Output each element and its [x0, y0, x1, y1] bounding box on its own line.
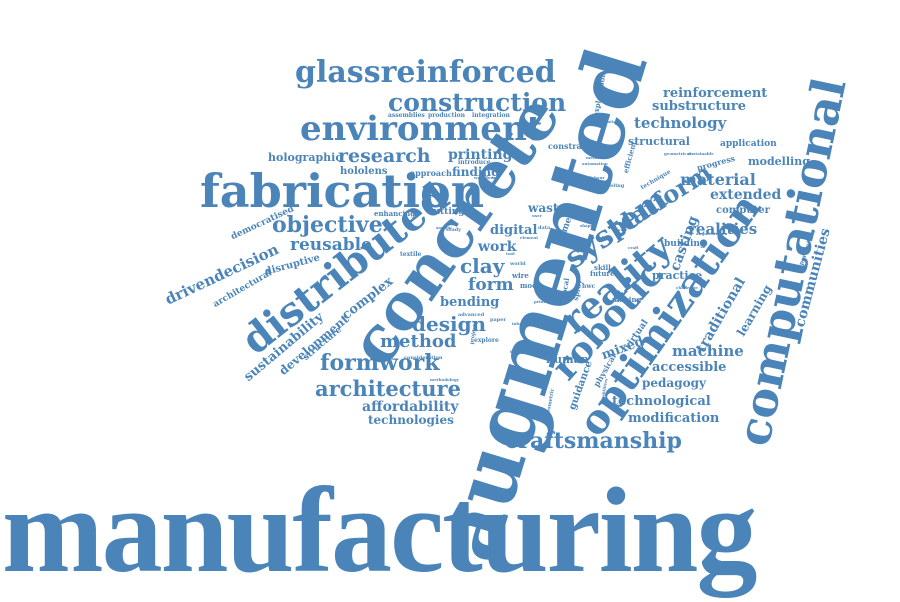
word-formwork: formwork	[320, 350, 440, 376]
word-modification: modification	[628, 411, 720, 426]
word-craftsmanship: craftsmanship	[505, 428, 682, 454]
word-form: form	[468, 275, 514, 295]
word-metaverse: metaverse	[586, 155, 609, 160]
word-architecture: architecture	[315, 376, 461, 401]
word-study: study	[446, 227, 462, 233]
word-designer: designer	[510, 349, 535, 355]
word-application: application	[720, 139, 777, 149]
word-sustainable: sustainable	[688, 151, 714, 156]
word-practice: practice	[652, 269, 703, 282]
word-environment: environment	[300, 109, 543, 149]
word-human: human	[546, 353, 589, 366]
word-textile: textile	[400, 251, 422, 258]
word-extended: extended	[710, 187, 782, 203]
word-lab: lab	[546, 261, 553, 266]
word-world: world	[510, 261, 526, 267]
word-augmentation: augmentation	[696, 231, 728, 236]
word-building: building	[664, 239, 707, 249]
word-technological: technological	[612, 394, 711, 409]
word-pedagogy: pedagogy	[642, 376, 706, 390]
word-technology: technology	[634, 114, 727, 132]
word-affordability: affordability	[362, 399, 459, 415]
word-hwc: hwc	[582, 283, 596, 290]
word-finding: finding	[452, 165, 500, 179]
word-holographic: holographic	[268, 151, 343, 164]
word-scale: scale	[616, 227, 628, 232]
word-clay: clay	[460, 254, 505, 278]
word-objective: objective	[272, 212, 383, 238]
word-geometrical: geometrical	[664, 151, 691, 156]
word-construction: construction	[388, 88, 567, 117]
word-hololens: hololens	[340, 166, 388, 177]
word-substructure: substructure	[652, 99, 746, 114]
word-bim: bim	[602, 235, 611, 240]
word-automation: automation	[582, 161, 608, 166]
word-method: method	[380, 331, 457, 352]
word-computational: computational	[726, 73, 857, 451]
word-mode: mode	[520, 281, 542, 290]
word-data: data	[538, 225, 551, 231]
word-integration: integration	[472, 112, 510, 119]
word-fabrication: fabrication	[200, 164, 485, 218]
word-glassreinforced: glassreinforced	[295, 55, 556, 90]
word-skill: skill	[594, 263, 611, 272]
word-structural: structural	[628, 135, 690, 148]
word-workflows: workflows	[474, 175, 497, 180]
word-challenge: challenge	[676, 285, 698, 290]
word-research: research	[338, 145, 431, 167]
word-vision: vision	[568, 209, 595, 219]
word-bending: bending	[440, 295, 500, 310]
word-modeling: modeling	[598, 183, 625, 189]
word-element: element	[520, 235, 539, 240]
word-society: society	[436, 225, 452, 230]
word-reusable: reusable	[290, 235, 372, 255]
word-material: material	[680, 170, 756, 189]
word-wire: wire	[512, 271, 529, 280]
word-production: production	[428, 112, 465, 119]
word-machine: machine	[672, 342, 744, 360]
word-introduce: introduce	[458, 159, 491, 166]
word-enhancing: enhancing	[374, 209, 416, 218]
word-future: future	[590, 269, 615, 278]
word-modelling: modelling	[748, 155, 810, 168]
word-tool: tool	[506, 251, 515, 256]
word-accessible: accessible	[652, 360, 727, 375]
word-cutting: cutting	[428, 207, 465, 217]
word-inhabited: inhabited	[512, 321, 534, 326]
word-paper: paper	[490, 317, 507, 323]
word-manufacturing: manufacturing	[2, 463, 757, 598]
word-design: design	[412, 312, 487, 336]
word-formworks: formworks	[370, 356, 394, 361]
word-shape: shape	[580, 223, 594, 228]
word-approach: approach	[410, 168, 452, 178]
word-explore: explore	[474, 337, 499, 344]
word-constraint: constraint	[548, 141, 595, 151]
word-imagination: imagination	[592, 119, 620, 124]
word-computer: computer	[716, 205, 770, 216]
word-user: user	[532, 213, 542, 218]
word-advanced: advanced	[458, 312, 485, 318]
word-consideration: consideration	[404, 355, 443, 361]
word-methodology: methodology	[430, 377, 459, 382]
word-assemblies: assemblies	[388, 112, 425, 119]
word-waste: waste	[528, 201, 567, 215]
word-digital: digital	[490, 223, 538, 238]
word-realities: realities	[688, 220, 758, 238]
word-technologies: technologies	[368, 413, 454, 427]
word-work: work	[478, 239, 517, 255]
word-print: print	[534, 299, 546, 304]
word-craft: craft	[628, 245, 639, 250]
word-making: making	[612, 295, 642, 304]
word-labour: labour	[590, 175, 605, 180]
word-printing: printing	[448, 147, 513, 163]
word-reinforcement: reinforcement	[663, 86, 768, 101]
